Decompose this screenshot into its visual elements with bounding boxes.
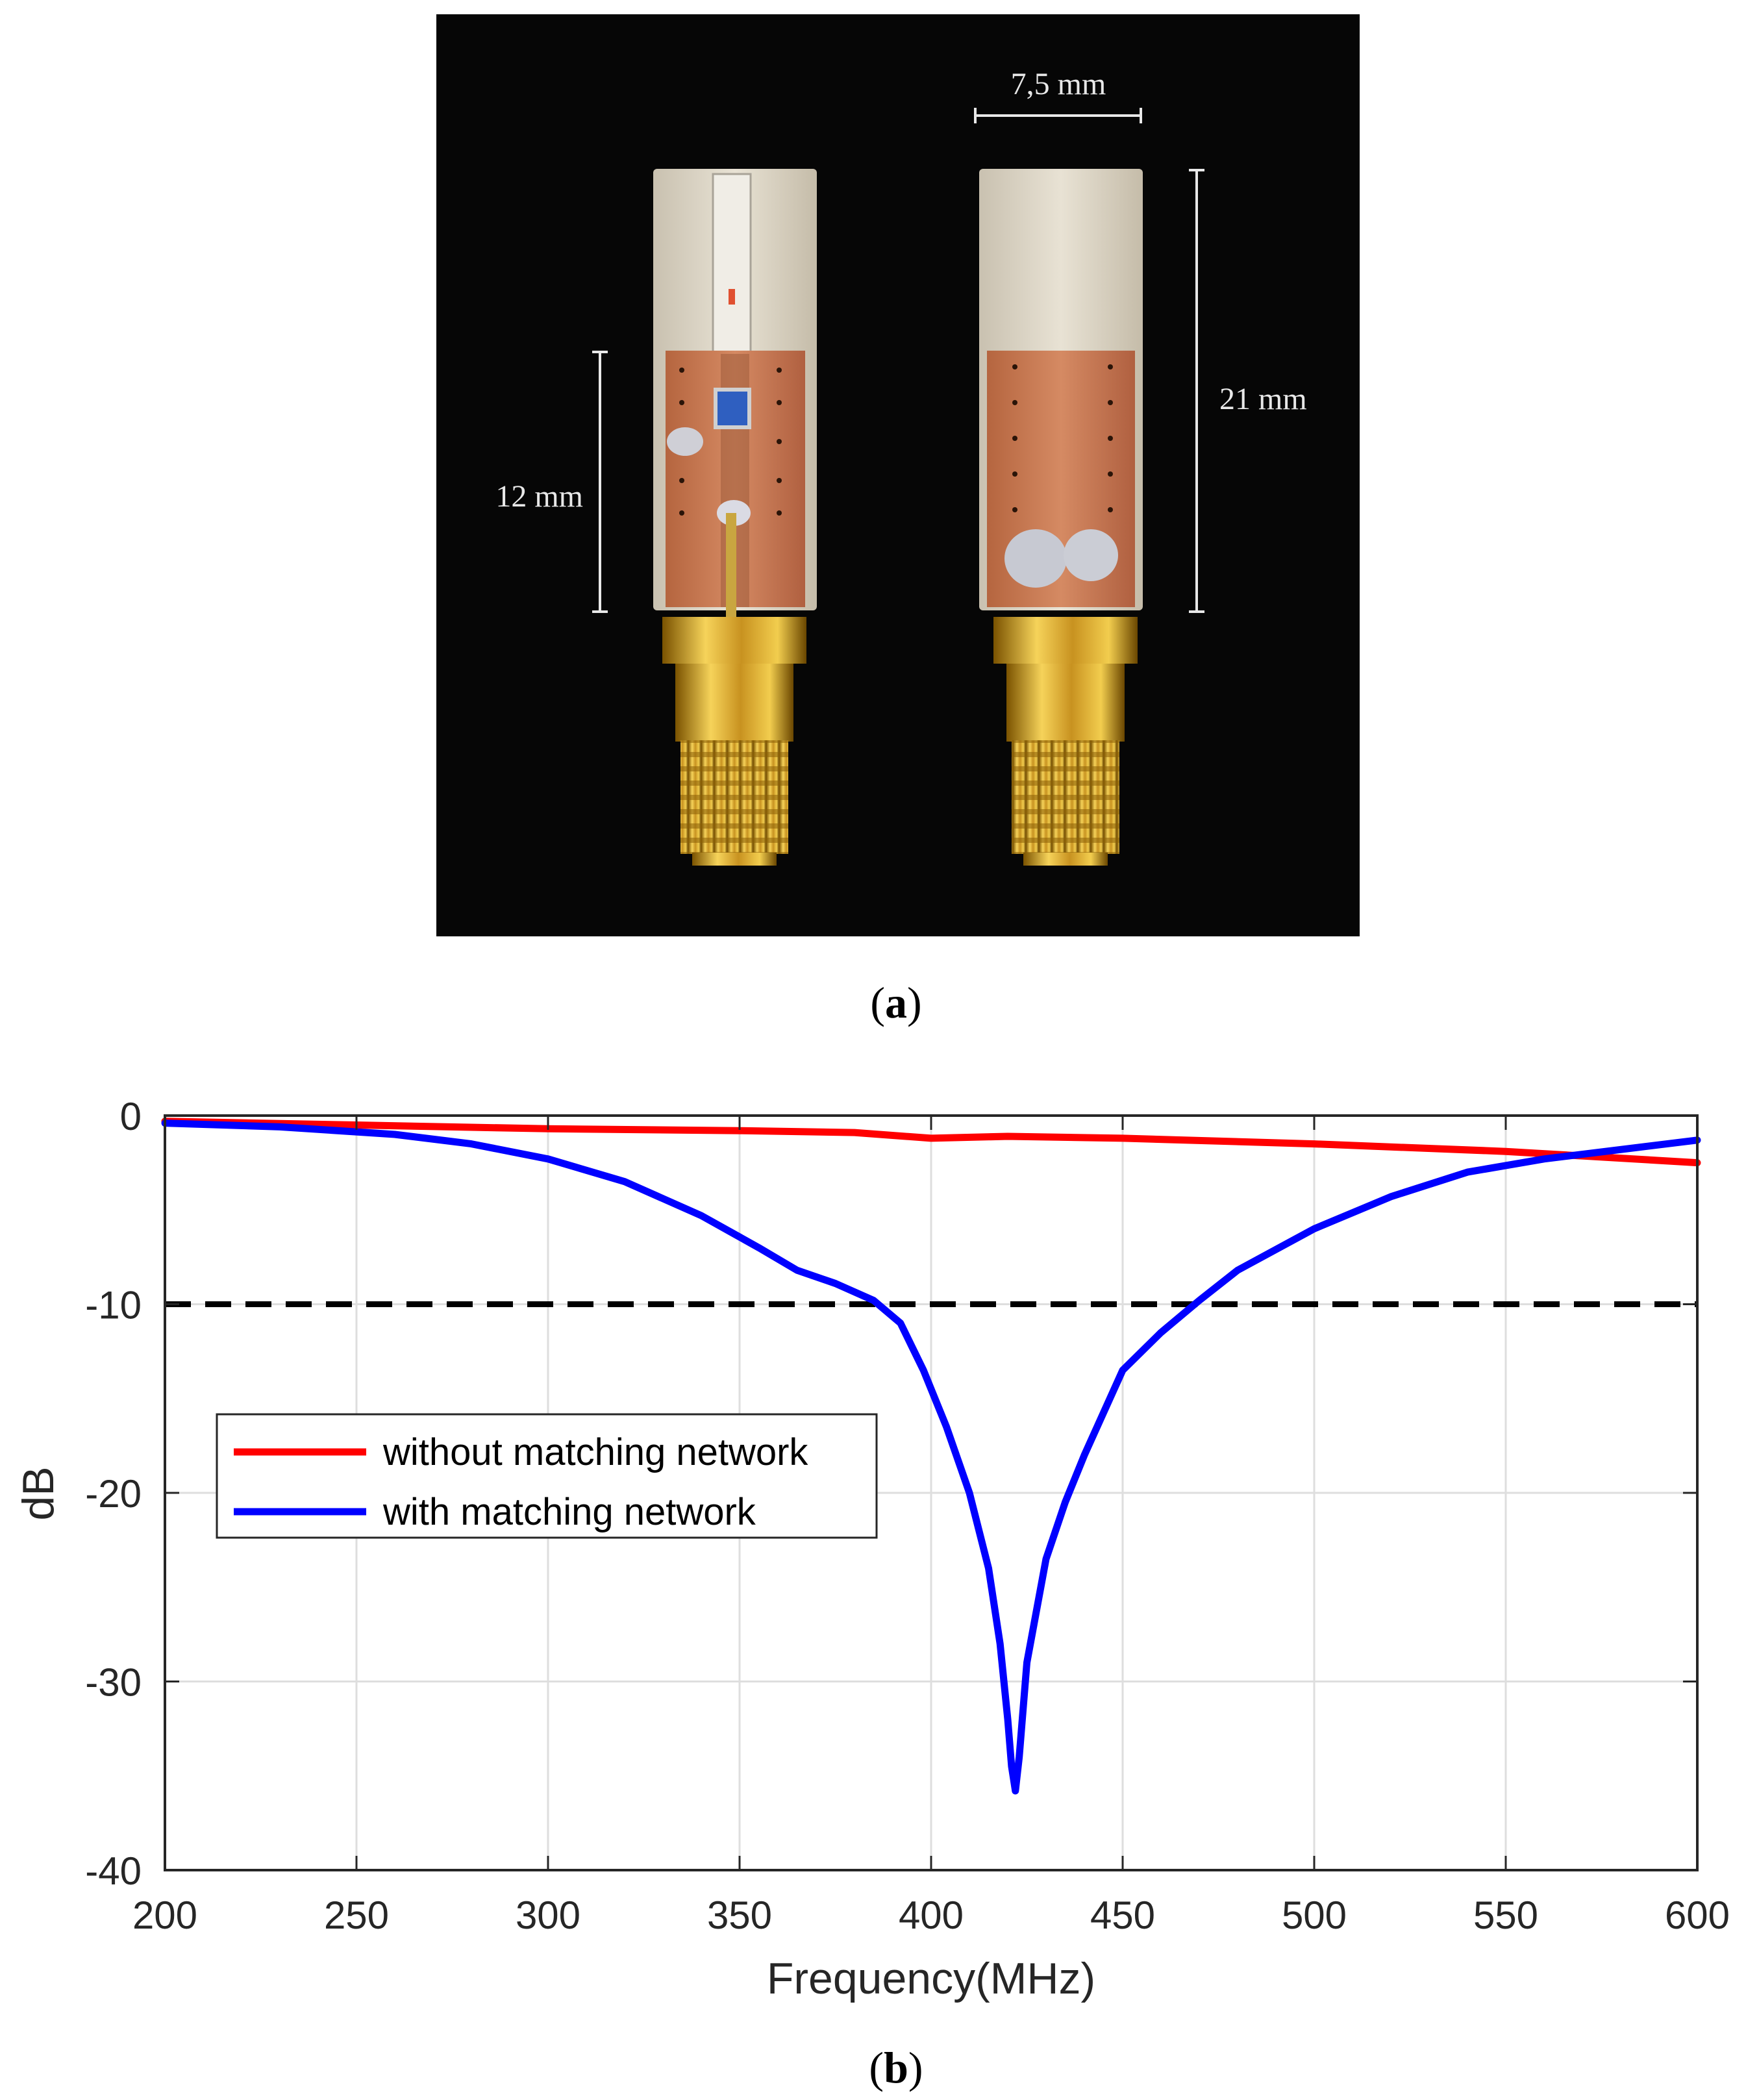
legend-label-1: without matching network [382, 1431, 808, 1473]
sma-connector-left [662, 617, 806, 866]
return-loss-chart: 200 250 300 350 400 450 500 550 600 0 -10 -20 -30 -40… [14, 1095, 1730, 2003]
series-line-1 [161, 1118, 1701, 1167]
y-axis-label: dB [14, 1466, 63, 1520]
legend-box [216, 1413, 878, 1539]
side-dimension-label: 12 mm [495, 479, 583, 514]
x-tick-label: 400 [899, 1894, 964, 1937]
chart-ticks: 200 250 300 350 400 450 500 550 600 0 -10 -20 -30 -40 [85, 1095, 1730, 1937]
y-tick-label: -10 [85, 1284, 142, 1327]
x-tick-label: 300 [516, 1894, 580, 1937]
blue-component [714, 388, 751, 429]
legend-label-2: with matching network [382, 1491, 756, 1533]
x-axis-label: Frequency(MHz) [767, 1954, 1095, 2003]
y-tick-label: -30 [85, 1661, 142, 1705]
y-tick-label: -20 [85, 1472, 142, 1516]
x-tick-label: 250 [324, 1894, 389, 1937]
dimension-markers [592, 108, 1204, 613]
x-tick-label: 500 [1282, 1894, 1347, 1937]
height-dimension-label: 21 mm [1219, 382, 1307, 416]
photo-background [436, 14, 1360, 936]
x-tick-label: 550 [1473, 1894, 1538, 1937]
y-tick-label: -40 [85, 1849, 142, 1893]
antenna-board-front [653, 169, 817, 617]
sma-connector-right [993, 617, 1138, 866]
width-dimension-label: 7,5 mm [1011, 67, 1106, 101]
x-tick-label: 200 [132, 1894, 197, 1937]
x-tick-label: 450 [1090, 1894, 1155, 1937]
antenna-board-back [979, 169, 1143, 610]
caption-a: (a) [870, 978, 922, 1027]
chart-series [161, 1118, 1701, 1795]
antenna-photo: 7,5 mm 21 mm 12 mm [436, 14, 1360, 936]
series-line-2 [161, 1119, 1701, 1795]
caption-b: (b) [869, 2043, 923, 2092]
x-tick-label: 600 [1665, 1894, 1730, 1937]
x-tick-label: 350 [707, 1894, 772, 1937]
y-tick-label: 0 [120, 1095, 142, 1138]
chart-legend: without matching network with matching ne… [216, 1413, 878, 1539]
